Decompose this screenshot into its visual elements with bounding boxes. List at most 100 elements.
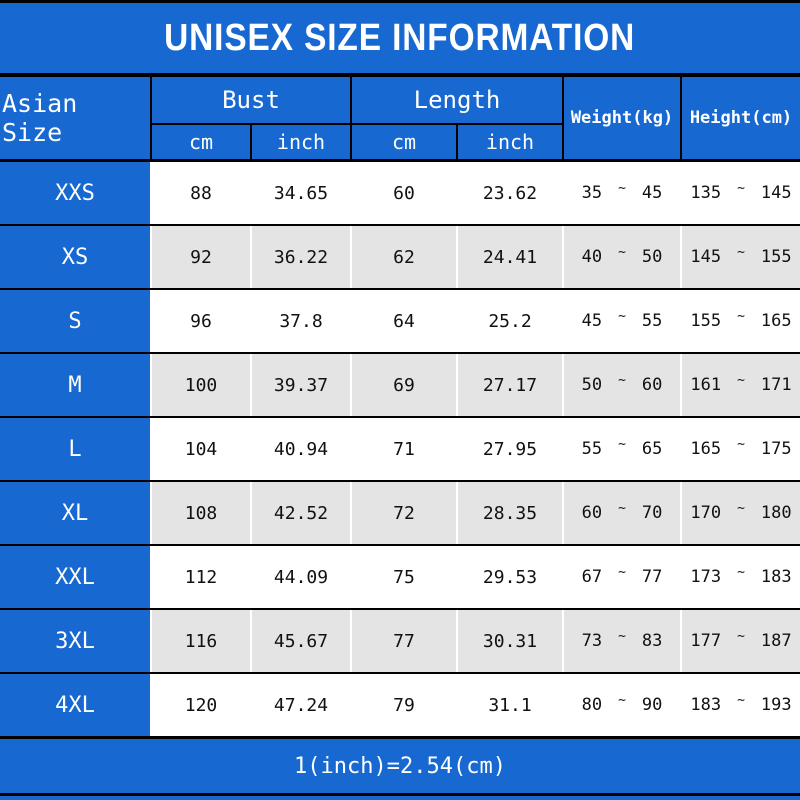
- height-range: 161 ~ 171: [682, 354, 800, 416]
- weight-max: 90: [641, 695, 663, 715]
- bust-cm-value: 108: [152, 482, 250, 544]
- bust-inch-value: 36.22: [252, 226, 350, 288]
- length-cm-value: 62: [352, 226, 456, 288]
- header-asian-size: Asian Size: [0, 77, 150, 159]
- header-bust-cm: cm: [152, 125, 250, 159]
- height-min: 135: [690, 183, 722, 203]
- tilde-separator: ~: [737, 308, 745, 324]
- length-inch-value: 27.17: [458, 354, 562, 416]
- length-inch-value: 31.1: [458, 674, 562, 736]
- tilde-separator: ~: [618, 436, 626, 452]
- bust-cm-value: 112: [152, 546, 250, 608]
- height-max: 145: [760, 183, 792, 203]
- bust-inch-value: 34.65: [252, 162, 350, 224]
- tilde-separator: ~: [618, 244, 626, 260]
- table-row: S 96 37.8 64 25.2 45 ~ 55 155 ~ 165: [0, 290, 800, 352]
- weight-min: 40: [581, 247, 603, 267]
- height-max: 180: [760, 503, 792, 523]
- height-range: 183 ~ 193: [682, 674, 800, 736]
- weight-max: 50: [641, 247, 663, 267]
- conversion-note: 1(inch)=2.54(cm): [294, 753, 506, 779]
- length-cm-value: 79: [352, 674, 456, 736]
- header-length-inch: inch: [458, 125, 562, 159]
- table-row: M 100 39.37 69 27.17 50 ~ 60 161 ~ 171: [0, 354, 800, 416]
- bust-inch-value: 47.24: [252, 674, 350, 736]
- weight-min: 73: [581, 631, 603, 651]
- height-min: 170: [690, 503, 722, 523]
- weight-range: 80 ~ 90: [564, 674, 680, 736]
- bust-inch-value: 40.94: [252, 418, 350, 480]
- tilde-separator: ~: [618, 180, 626, 196]
- table-header: Asian Size Bust Length Weight(kg) Height…: [0, 77, 800, 162]
- table-row: XL 108 42.52 72 28.35 60 ~ 70 170 ~ 180: [0, 482, 800, 544]
- length-inch-value: 25.2: [458, 290, 562, 352]
- tilde-separator: ~: [737, 692, 745, 708]
- tilde-separator: ~: [737, 500, 745, 516]
- bust-inch-value: 37.8: [252, 290, 350, 352]
- length-cm-value: 75: [352, 546, 456, 608]
- weight-max: 45: [641, 183, 663, 203]
- weight-min: 60: [581, 503, 603, 523]
- bust-cm-value: 104: [152, 418, 250, 480]
- height-min: 183: [690, 695, 722, 715]
- bottom-rule: [0, 793, 800, 796]
- height-min: 145: [690, 247, 722, 267]
- weight-min: 35: [581, 183, 603, 203]
- weight-min: 50: [581, 375, 603, 395]
- tilde-separator: ~: [737, 436, 745, 452]
- bust-cm-value: 120: [152, 674, 250, 736]
- height-range: 145 ~ 155: [682, 226, 800, 288]
- height-min: 161: [690, 375, 722, 395]
- bust-cm-value: 88: [152, 162, 250, 224]
- table-row: XS 92 36.22 62 24.41 40 ~ 50 145 ~ 155: [0, 226, 800, 288]
- size-label: 3XL: [0, 610, 150, 672]
- weight-range: 60 ~ 70: [564, 482, 680, 544]
- bust-inch-value: 39.37: [252, 354, 350, 416]
- tilde-separator: ~: [618, 372, 626, 388]
- height-max: 165: [760, 311, 792, 331]
- length-inch-value: 24.41: [458, 226, 562, 288]
- table-row: L 104 40.94 71 27.95 55 ~ 65 165 ~ 175: [0, 418, 800, 480]
- size-label: XS: [0, 226, 150, 288]
- chart-title: UNISEX SIZE INFORMATION: [164, 16, 636, 59]
- weight-max: 70: [641, 503, 663, 523]
- bust-inch-value: 42.52: [252, 482, 350, 544]
- weight-max: 60: [641, 375, 663, 395]
- header-length-cm: cm: [352, 125, 456, 159]
- tilde-separator: ~: [618, 500, 626, 516]
- size-label: M: [0, 354, 150, 416]
- height-min: 155: [690, 311, 722, 331]
- table-row: XXL 112 44.09 75 29.53 67 ~ 77 173 ~ 183: [0, 546, 800, 608]
- bust-cm-value: 100: [152, 354, 250, 416]
- weight-range: 35 ~ 45: [564, 162, 680, 224]
- header-bust: Bust: [152, 77, 350, 123]
- length-cm-value: 60: [352, 162, 456, 224]
- bust-cm-value: 96: [152, 290, 250, 352]
- height-max: 171: [760, 375, 792, 395]
- length-cm-value: 64: [352, 290, 456, 352]
- length-cm-value: 77: [352, 610, 456, 672]
- height-min: 165: [690, 439, 722, 459]
- bust-cm-value: 92: [152, 226, 250, 288]
- size-label: XXS: [0, 162, 150, 224]
- weight-min: 45: [581, 311, 603, 331]
- height-max: 175: [760, 439, 792, 459]
- height-min: 173: [690, 567, 722, 587]
- height-range: 155 ~ 165: [682, 290, 800, 352]
- height-max: 155: [760, 247, 792, 267]
- weight-max: 77: [641, 567, 663, 587]
- size-label: S: [0, 290, 150, 352]
- tilde-separator: ~: [737, 564, 745, 580]
- height-range: 165 ~ 175: [682, 418, 800, 480]
- table-row: XXS 88 34.65 60 23.62 35 ~ 45 135 ~ 145: [0, 162, 800, 224]
- weight-range: 55 ~ 65: [564, 418, 680, 480]
- height-range: 177 ~ 187: [682, 610, 800, 672]
- weight-range: 67 ~ 77: [564, 546, 680, 608]
- header-length: Length: [352, 77, 562, 123]
- height-range: 173 ~ 183: [682, 546, 800, 608]
- tilde-separator: ~: [618, 692, 626, 708]
- weight-range: 73 ~ 83: [564, 610, 680, 672]
- weight-range: 45 ~ 55: [564, 290, 680, 352]
- top-rule: [0, 0, 800, 3]
